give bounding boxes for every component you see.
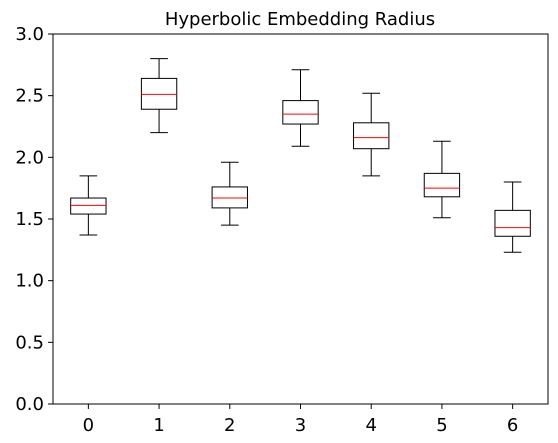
x-tick-label: 6	[507, 415, 518, 436]
x-tick-label: 3	[295, 415, 306, 436]
plot-layer: 0.0 0.5 1.0 1.5 2.0 2.5 3.0 0 1 2 3 4 5 6	[15, 24, 531, 436]
y-tick-label: 0.5	[15, 332, 44, 353]
box	[423, 172, 461, 198]
x-tick-label: 1	[153, 415, 164, 436]
x-tick-label: 2	[224, 415, 235, 436]
box	[70, 197, 107, 215]
x-tick-label: 4	[365, 415, 376, 436]
y-tick-label: 2.0	[15, 147, 44, 168]
y-tick-label: 1.0	[15, 271, 44, 292]
x-tick-label: 0	[83, 415, 94, 436]
y-tick-label: 1.5	[15, 209, 44, 230]
y-tick-label: 0.0	[15, 394, 44, 415]
box	[353, 122, 390, 150]
plot-frame	[52, 33, 549, 405]
box	[211, 186, 248, 209]
y-tick-label: 3.0	[15, 24, 44, 45]
x-tick-label: 5	[436, 415, 447, 436]
chart-title: Hyperbolic Embedding Radius	[165, 9, 435, 30]
box	[282, 100, 319, 125]
box	[140, 77, 178, 110]
y-tick-label: 2.5	[15, 86, 44, 107]
box	[494, 209, 531, 237]
